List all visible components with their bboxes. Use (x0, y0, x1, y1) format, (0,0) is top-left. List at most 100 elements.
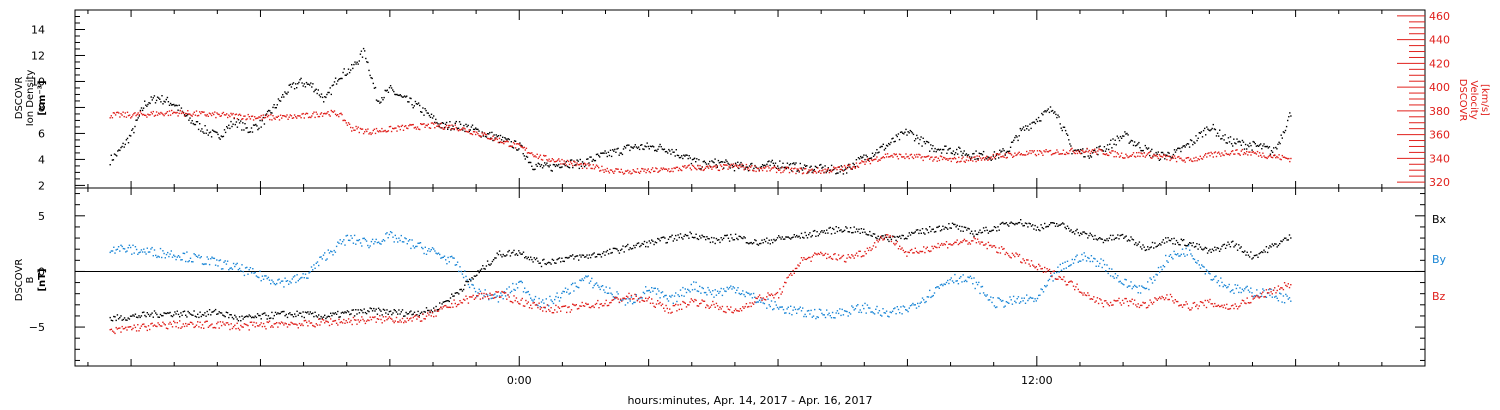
velocity-series-point (829, 170, 832, 172)
velocity-series-point (1202, 156, 1205, 158)
velocity-series-point (1179, 157, 1181, 160)
bz-series-point (292, 323, 295, 325)
by-series-point (879, 314, 882, 316)
density-series-point (825, 171, 827, 174)
bz-series-point (666, 307, 668, 310)
bz-series-point (272, 326, 274, 328)
bz-series-point (455, 305, 458, 308)
by-series-point (371, 238, 374, 241)
bz-series-point (612, 299, 615, 301)
bz-series-point (131, 328, 133, 331)
bz-series-point (362, 318, 364, 321)
density-series-point (662, 148, 665, 151)
density-series-point (468, 130, 470, 133)
by-series-point (878, 310, 881, 312)
density-series-point (502, 136, 504, 138)
bx-series-point (646, 241, 648, 244)
bz-series-point (397, 321, 399, 323)
density-series-point (712, 161, 714, 163)
by-series-point (1035, 300, 1037, 302)
velocity-series-point (353, 129, 355, 131)
velocity-series-point (1067, 152, 1069, 155)
bz-series-point (683, 301, 685, 304)
density-series-point (114, 154, 117, 156)
by-series-point (784, 312, 786, 314)
by-series-point (1252, 296, 1254, 298)
bx-series-point (482, 265, 484, 267)
velocity-series-point (1233, 153, 1235, 155)
bz-series-point (808, 256, 810, 259)
bx-series-point (327, 315, 329, 317)
density-series-point (1055, 113, 1057, 116)
velocity-series-point (885, 156, 888, 158)
density-series-point (750, 163, 752, 165)
by-series-point (1141, 285, 1143, 287)
density-series-point (1006, 150, 1008, 153)
by-series-point (779, 306, 781, 308)
by-series-point (775, 304, 777, 306)
bz-series-point (456, 304, 459, 306)
by-series-point (628, 298, 630, 300)
density-series-point (720, 161, 723, 163)
by-series-point (912, 302, 914, 305)
by-series-point (375, 238, 377, 241)
velocity-series-point (309, 116, 311, 118)
bx-series-point (877, 235, 879, 237)
bx-series-point (111, 320, 114, 322)
bx-series-point (428, 309, 430, 312)
density-series-point (296, 87, 298, 89)
by-series-point (391, 231, 393, 234)
bx-series-point (526, 257, 528, 260)
velocity-series-point (425, 124, 427, 126)
bz-series-point (415, 314, 417, 316)
density-series-point (1260, 143, 1262, 145)
density-series-point (284, 91, 286, 93)
bx-series-point (524, 257, 526, 259)
density-series-point (1181, 146, 1183, 149)
bz-series-point (750, 305, 752, 308)
density-series-point (978, 152, 980, 154)
bz-series-point (350, 319, 352, 322)
by-series-point (953, 281, 955, 284)
density-series-point (1281, 137, 1283, 139)
bx-series-point (413, 311, 416, 313)
bx-series-point (818, 233, 821, 235)
by-series-point (627, 302, 629, 304)
by-series-point (1248, 291, 1251, 293)
velocity-series-point (264, 116, 267, 119)
velocity-series-point (259, 116, 261, 119)
by-series-point (1131, 287, 1133, 290)
bx-series-point (693, 237, 695, 239)
density-series-point (329, 87, 331, 89)
velocity-series-point (517, 143, 519, 145)
bz-series-point (125, 326, 127, 329)
density-series-point (362, 47, 365, 50)
density-series-point (1227, 137, 1230, 139)
by-series-point (472, 284, 474, 286)
velocity-series-point (825, 170, 827, 173)
by-series-point (855, 305, 858, 307)
density-series-point (1016, 136, 1018, 138)
bz-series-point (429, 310, 431, 313)
density-series-point (1173, 149, 1176, 151)
bz-series-point (189, 321, 192, 323)
by-series-point (750, 293, 752, 295)
velocity-series-point (233, 117, 235, 119)
density-series-point (879, 146, 881, 149)
bz-series-point (173, 320, 175, 322)
density-series-point (256, 125, 258, 127)
bz-series-point (435, 315, 437, 317)
velocity-series-point (156, 114, 159, 116)
by-series-point (435, 252, 437, 254)
bx-series-point (1072, 231, 1075, 233)
bx-series-point (488, 263, 490, 266)
bz-series-point (554, 309, 556, 311)
bx-series-point (810, 236, 812, 238)
velocity-series-point (1258, 152, 1261, 154)
bx-series-point (633, 244, 635, 247)
density-series-point (707, 163, 710, 165)
density-series-point (933, 150, 935, 153)
velocity-series-point (1175, 160, 1178, 163)
density-series-point (837, 172, 839, 174)
by-series-point (1250, 287, 1252, 289)
